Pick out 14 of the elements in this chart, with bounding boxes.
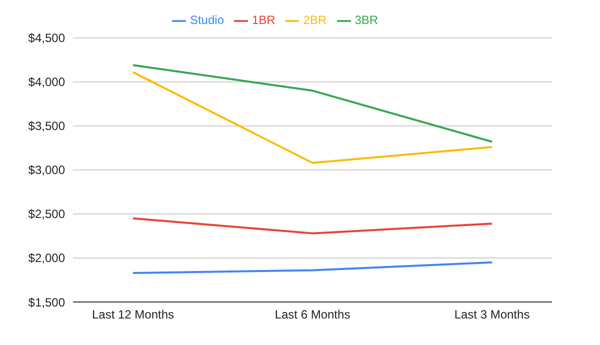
legend-label: Studio: [190, 13, 224, 27]
x-tick-label: Last 6 Months: [274, 308, 350, 322]
y-tick-label: $2,500: [28, 207, 66, 222]
legend-label: 3BR: [354, 13, 378, 27]
y-tick-label: $4,500: [28, 31, 66, 46]
y-tick-label: $3,000: [28, 163, 66, 178]
x-tick-label: Last 3 Months: [454, 308, 530, 322]
x-tick-label: Last 12 Months: [92, 308, 174, 322]
y-tick-label: $3,500: [28, 119, 66, 134]
y-tick-label: $4,000: [28, 75, 66, 90]
legend-label: 2BR: [303, 13, 327, 27]
y-tick-label: $2,000: [28, 251, 66, 266]
y-tick-label: $1,500: [28, 295, 66, 310]
legend-label: 1BR: [252, 13, 276, 27]
